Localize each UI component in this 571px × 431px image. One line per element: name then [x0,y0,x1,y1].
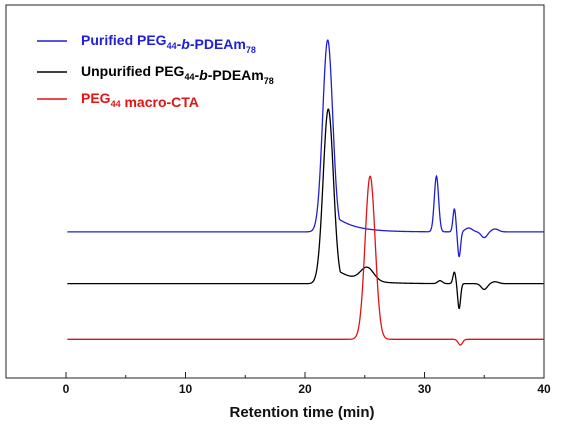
series-line-3 [67,175,544,346]
x-tick-label: 20 [298,382,312,396]
legend-text-segment: 44 [111,99,121,109]
legend-text-segment: macro-CTA [121,94,199,110]
legend-text-segment: 44 [184,72,194,82]
legend-text-segment: b [199,67,208,83]
legend-text-segment: Purified PEG [81,32,167,48]
legend-entry: PEG44 macro-CTA [81,90,199,110]
x-tick-label: 10 [179,382,193,396]
x-tick-label: 40 [537,382,551,396]
legend-text-segment: 44 [167,41,177,51]
legend-text-segment: -PDEAm [190,36,246,52]
x-tick-label: 0 [63,382,70,396]
legend-text-segment: 78 [264,76,274,86]
legend-text-segment: PEG [81,90,111,106]
legend-text-segment: -PDEAm [208,67,264,83]
series-line-2 [67,108,544,310]
plot-frame [5,4,545,379]
legend-text-segment: b [181,36,190,52]
series-lines [67,39,544,346]
legend-text-segment: Unpurified PEG [81,63,185,79]
legend-entry: Purified PEG44-b-PDEAm78 [81,32,256,55]
legend-text-segment: - [177,36,182,52]
legend-text-segment: - [194,67,199,83]
x-axis-ticks: 0 10 20 30 40 [63,372,551,396]
x-axis-title: Retention time (min) [230,404,375,421]
legend-entry: Unpurified PEG44-b-PDEAm78 [81,63,274,86]
series-line-1 [67,39,544,258]
x-tick-label: 30 [418,382,432,396]
legend-text-segment: 78 [246,45,256,55]
